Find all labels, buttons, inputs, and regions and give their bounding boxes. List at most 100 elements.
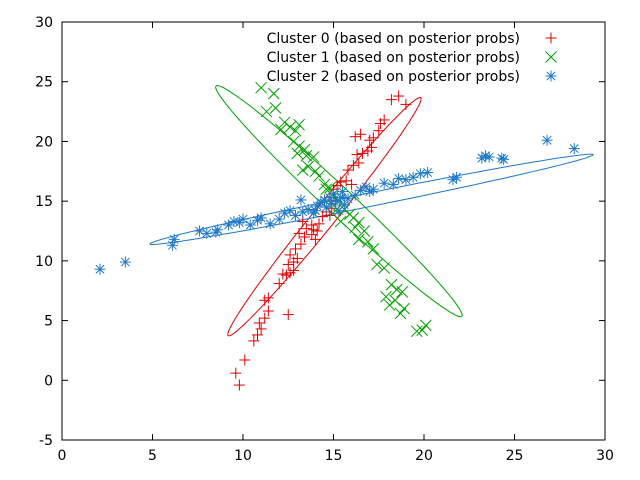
data-point [333,205,345,217]
data-point [396,286,409,298]
data-point [367,243,380,255]
legend-marker [545,32,557,44]
data-point [337,186,349,198]
data-point [422,166,434,178]
data-point [302,160,315,173]
data-point [293,227,305,239]
data-point [233,379,245,391]
data-point [393,90,405,102]
data-point [309,205,321,217]
data-point [302,204,314,216]
data-point [342,164,354,176]
data-point [356,147,368,159]
data-point [352,233,365,246]
legend-label: Cluster 2 (based on posterior probs) [267,69,520,85]
data-point [367,183,379,195]
data-point [293,140,305,153]
data-point [383,299,396,311]
legend-label: Cluster 1 (based on posterior probs) [267,50,520,66]
data-point [568,143,580,155]
x-tick-label: 20 [415,448,433,464]
data-point [366,141,378,153]
legend-marker [545,70,557,82]
data-point [273,278,285,290]
legend-label: Cluster 0 (based on posterior probs) [267,31,520,47]
data-point [378,177,390,189]
data-point [244,219,256,231]
data-point [498,153,510,165]
y-tick-label: 10 [35,254,53,270]
data-point [483,151,495,163]
data-point [393,172,405,184]
data-point [259,312,271,324]
data-point [269,102,282,114]
data-point [296,164,309,176]
cluster-ellipse [149,153,594,245]
data-point [295,194,307,206]
data-point [451,171,463,183]
legend: Cluster 0 (based on posterior probs) Clus… [267,31,557,85]
data-point [291,252,303,264]
data-point [237,213,249,225]
data-point [264,218,276,230]
ellipses-layer [149,84,594,337]
x-tick-label: 10 [234,448,252,464]
data-point [419,319,432,332]
data-point [309,165,322,178]
data-point [541,134,553,146]
data-point [201,227,213,239]
points-layer [94,81,580,391]
x-tick-label: 30 [596,448,614,464]
data-point [289,243,301,255]
y-tick-label: 15 [35,194,53,210]
y-tick-label: 0 [44,373,53,389]
data-point [255,323,267,335]
data-point [398,302,410,315]
y-tick-label: 20 [35,134,53,150]
data-point [410,325,423,338]
data-point [355,128,367,140]
y-tick-label: 5 [44,314,53,330]
data-point [94,263,106,275]
data-point [255,212,267,224]
x-tick-label: 25 [506,448,524,464]
data-point [407,171,419,183]
data-point [400,98,412,110]
data-point [349,221,362,234]
data-point [353,157,365,169]
data-point [278,116,291,129]
y-tick-label: 30 [35,15,53,31]
data-point [416,324,429,336]
data-point [282,258,294,270]
data-point [119,256,131,268]
data-point [311,225,323,237]
data-point [306,219,318,231]
data-point [267,87,280,100]
data-point [282,309,294,321]
data-point [387,178,399,190]
data-point [253,317,265,329]
data-point [378,114,390,126]
data-point [307,151,320,163]
data-point [212,224,224,236]
data-point [313,170,325,182]
data-point [380,290,392,303]
data-point [313,218,325,230]
data-point [262,305,274,317]
x-tick-label: 5 [148,448,157,464]
data-point [289,209,301,221]
data-point [277,268,289,280]
data-point [284,249,296,261]
data-point [284,205,296,217]
data-point [334,215,347,228]
data-point [394,307,407,320]
data-point [300,149,313,162]
axis-ticks: 0 5 10 15 20 25 30 -5 0 5 10 15 20 25 30 [35,15,614,464]
data-point [248,335,260,347]
data-point [262,292,274,304]
data-point [347,159,359,171]
data-point [194,225,206,237]
data-point [373,125,385,137]
data-point [346,178,358,190]
